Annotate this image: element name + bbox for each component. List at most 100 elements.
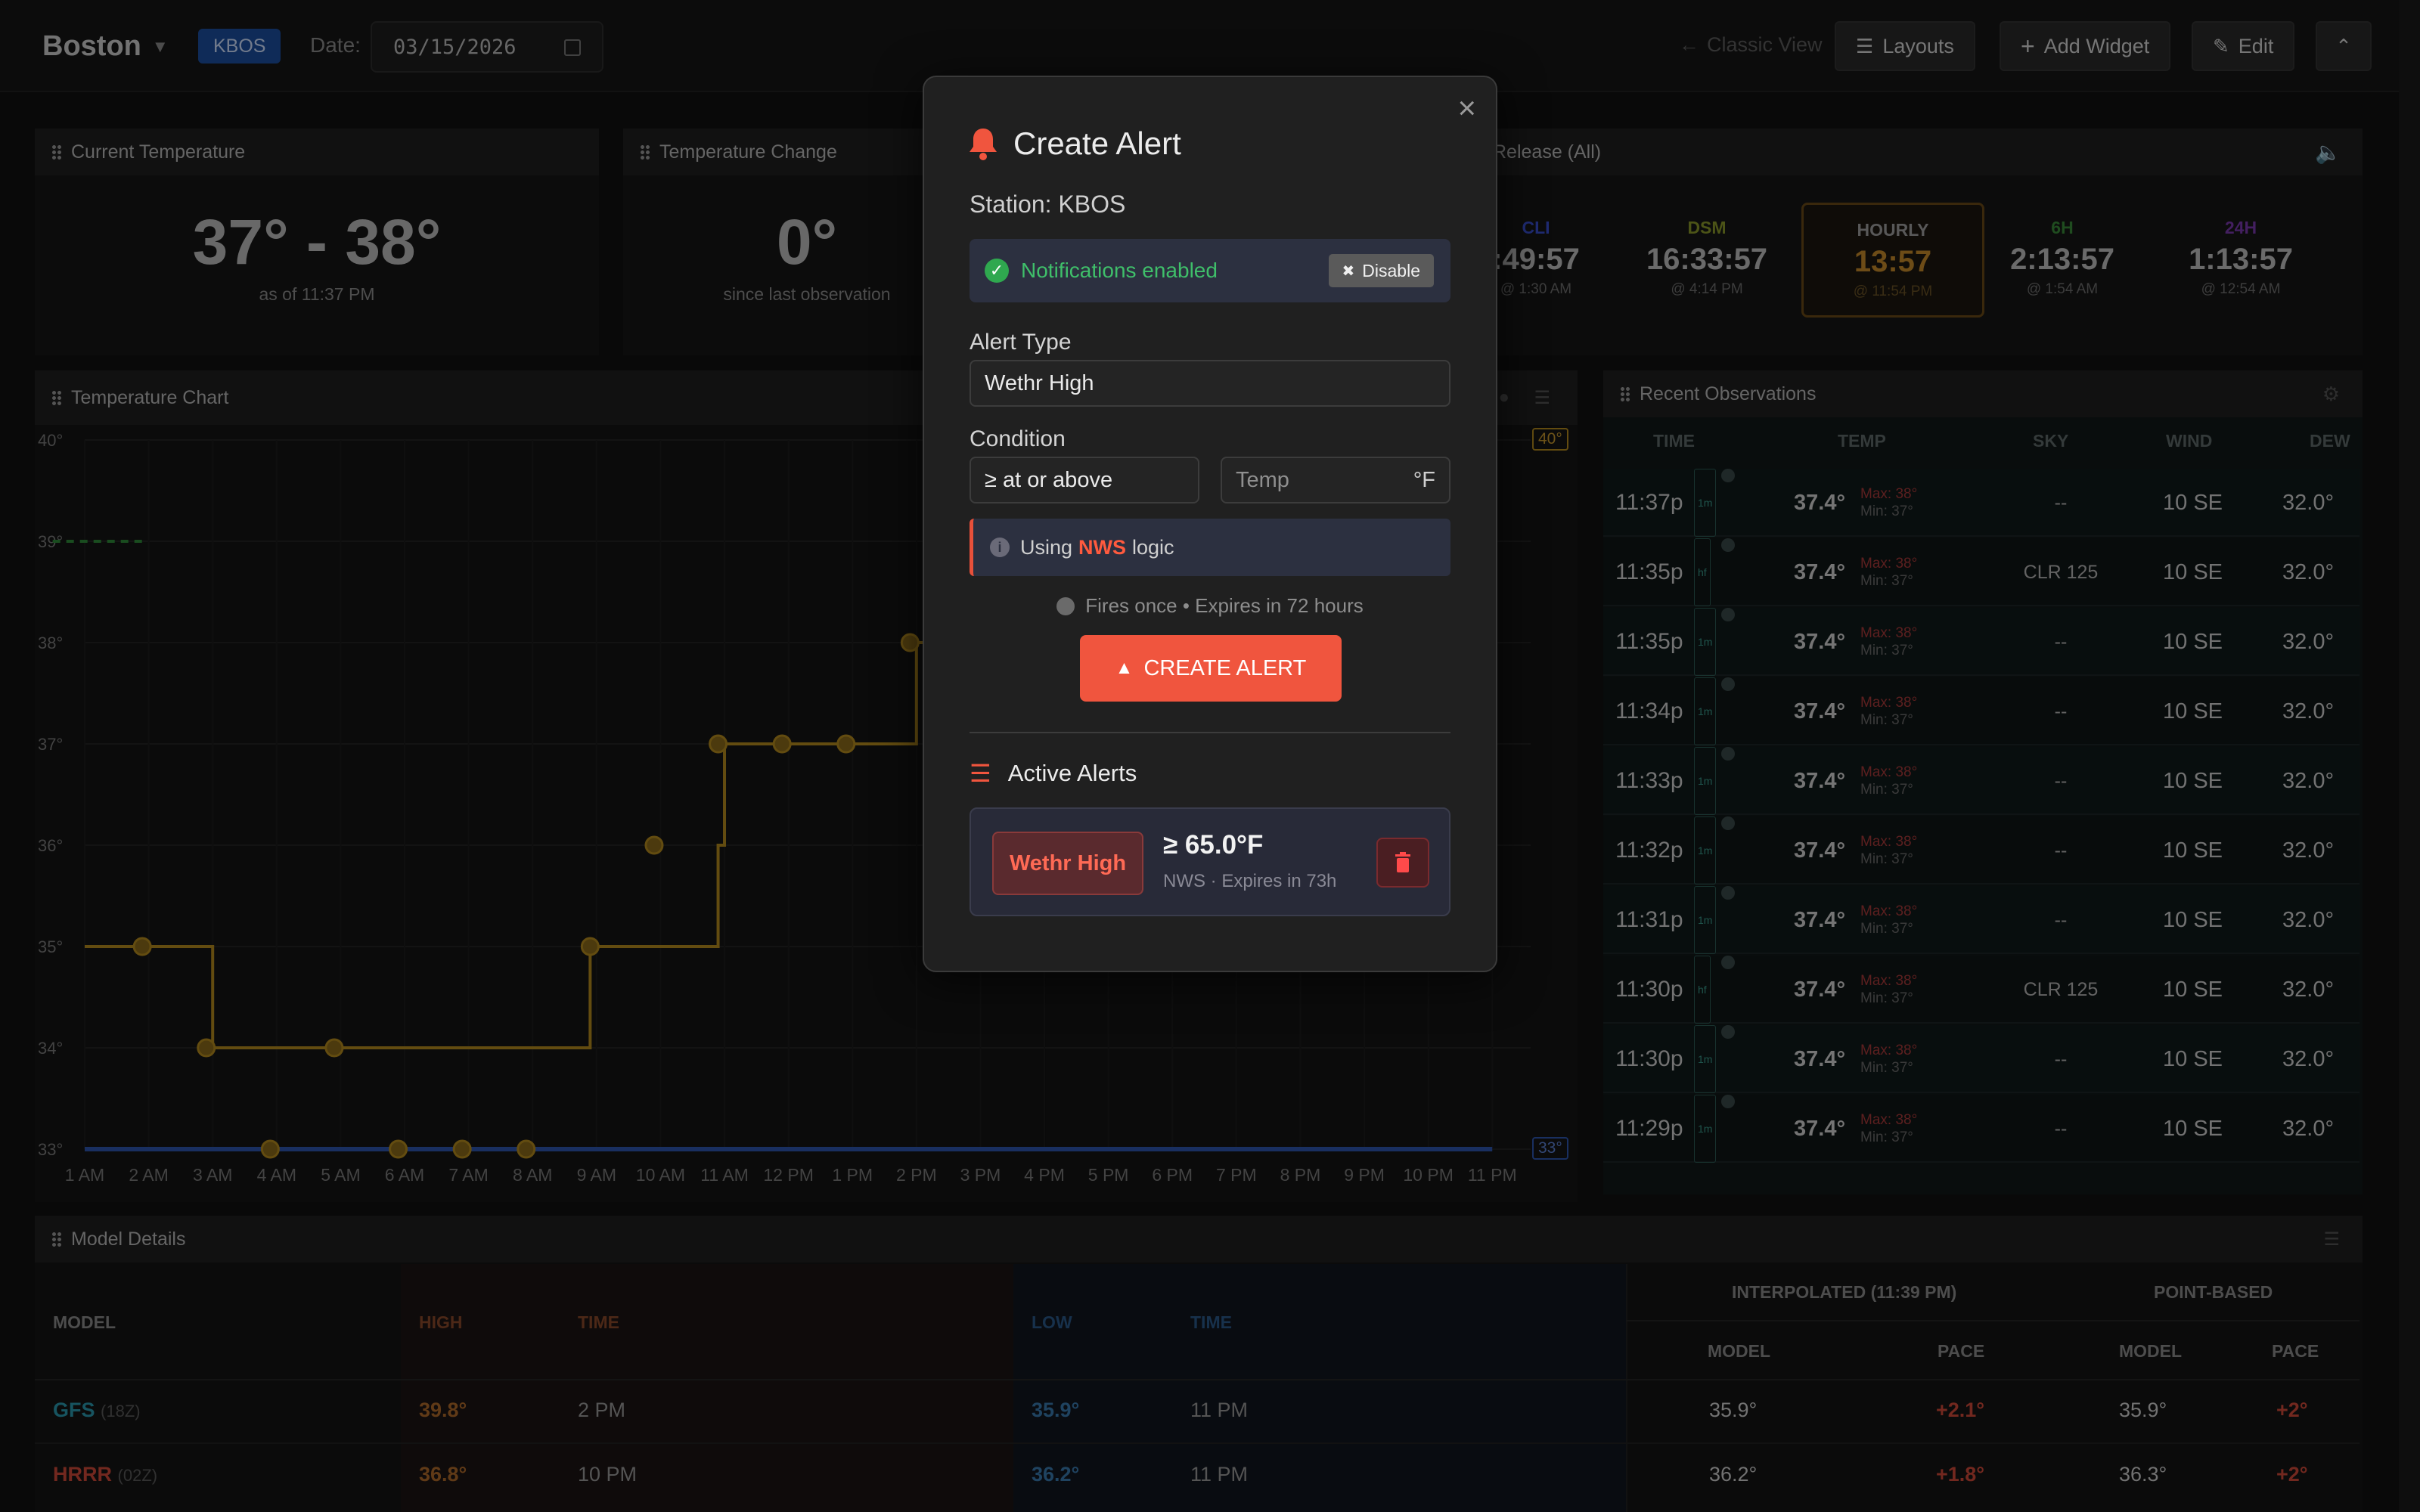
drag-handle-icon[interactable] — [51, 390, 62, 405]
col-temp[interactable]: TEMP — [1838, 431, 1886, 451]
obs-maxmin: Max: 38° Min: 37° — [1860, 747, 1917, 815]
obs-min: Min: 37° — [1860, 851, 1913, 867]
observation-row[interactable]: 11:30p 1m 37.4° Max: 38° Min: 37° -- 10 SE 32.0… — [1603, 1025, 2360, 1093]
observation-row[interactable]: 11:35p 1m 37.4° Max: 38° Min: 37° -- 10 SE 32.0… — [1603, 608, 2360, 676]
observation-row[interactable]: 11:29p 1m 37.4° Max: 38° Min: 37° -- 10 SE 32.0… — [1603, 1095, 2360, 1163]
col-dew[interactable]: DEW — [2310, 431, 2350, 451]
observation-row[interactable]: 11:31p 1m 37.4° Max: 38° Min: 37° -- 10 SE 32.0… — [1603, 886, 2360, 954]
obs-time: 11:33p — [1615, 768, 1683, 793]
create-alert-button[interactable]: ▲ CREATE ALERT — [1080, 635, 1342, 702]
col-wind[interactable]: WIND — [2166, 431, 2213, 451]
gear-icon[interactable]: ⚙ — [2322, 382, 2340, 405]
obs-sky: -- — [2054, 770, 2068, 792]
bell-icon — [970, 129, 997, 160]
calendar-icon — [564, 39, 581, 56]
obs-temp: 37.4° — [1794, 490, 1846, 515]
modal-divider — [970, 732, 1450, 733]
chart-badge-low: 33° — [1532, 1137, 1568, 1160]
obs-wind: 10 SE — [2163, 1116, 2223, 1141]
drag-handle-icon[interactable] — [51, 1232, 62, 1247]
data-point — [644, 835, 664, 855]
delete-alert-button[interactable] — [1376, 838, 1429, 888]
bell-icon[interactable]: ● — [1498, 387, 1510, 407]
col-time[interactable]: TIME — [1653, 431, 1695, 451]
low-value: 36.2° — [1032, 1463, 1080, 1486]
obs-min: Min: 37° — [1860, 782, 1913, 798]
observation-row[interactable]: 11:32p 1m 37.4° Max: 38° Min: 37° -- 10 SE 32.0… — [1603, 816, 2360, 885]
collapse-button[interactable]: ⌃ — [2316, 21, 2372, 71]
info-dot — [1721, 1025, 1735, 1039]
trash-icon — [1395, 852, 1410, 872]
col-sky[interactable]: SKY — [2033, 431, 2069, 451]
sound-icon[interactable]: 🔈 — [2315, 140, 2341, 164]
layers-icon[interactable]: ☰ — [1534, 387, 1550, 408]
release-item-cli: CLI :49:57 @ 1:30 AM — [1444, 203, 1627, 318]
drag-handle-icon[interactable] — [51, 144, 62, 160]
data-point — [260, 1139, 280, 1159]
drag-handle-icon[interactable] — [1620, 386, 1630, 401]
obs-maxmin: Max: 38° Min: 37° — [1860, 608, 1917, 676]
observation-row[interactable]: 11:33p 1m 37.4° Max: 38° Min: 37° -- 10 SE 32.0… — [1603, 747, 2360, 815]
release-item-24h: 24H 1:13:57 @ 12:54 AM — [2149, 203, 2332, 318]
high-column-bg — [401, 1264, 1013, 1512]
logic-suffix: logic — [1132, 535, 1174, 559]
x-tick-label: 1 PM — [832, 1165, 873, 1185]
obs-source-tag: 1m — [1694, 886, 1717, 954]
obs-maxmin: Max: 38° Min: 37° — [1860, 677, 1917, 745]
close-icon[interactable]: × — [1457, 90, 1476, 125]
model-name-label: HRRR — [53, 1463, 112, 1486]
logic-highlight: NWS — [1078, 535, 1127, 559]
disable-button[interactable]: ✖ Disable — [1328, 254, 1434, 287]
obs-sky: -- — [2054, 491, 2068, 513]
observations-header[interactable]: Recent Observations ⚙ — [1603, 370, 2363, 417]
layers-icon[interactable]: ☰ — [2323, 1228, 2340, 1250]
x-tick-label: 8 PM — [1280, 1165, 1321, 1185]
drag-handle-icon[interactable] — [640, 144, 650, 160]
temp-input[interactable]: Temp °F — [1221, 457, 1450, 503]
model-details-header[interactable]: Model Details ☰ — [35, 1216, 2363, 1263]
release-at: @ 11:54 PM — [1853, 284, 1933, 299]
edit-button[interactable]: ✎ Edit — [2192, 21, 2295, 71]
observation-row[interactable]: 11:34p 1m 37.4° Max: 38° Min: 37° -- 10 SE 32.0… — [1603, 677, 2360, 745]
model-row-divider — [35, 1442, 2360, 1444]
current-temp-value: 37° - 38° — [192, 206, 442, 277]
obs-time: 11:30p — [1615, 977, 1683, 1002]
create-alert-label: CREATE ALERT — [1143, 655, 1307, 680]
add-widget-button[interactable]: + Add Widget — [2000, 21, 2171, 71]
obs-maxmin: Max: 38° Min: 37° — [1860, 816, 1917, 885]
obs-min: Min: 37° — [1860, 712, 1913, 728]
classic-view-label: Classic View — [1707, 33, 1823, 56]
classic-view-link[interactable]: ← Classic View — [1679, 33, 1823, 57]
date-label: Date: — [310, 33, 361, 57]
date-input[interactable]: 03/15/2026 — [371, 21, 603, 73]
current-temp-header[interactable]: Current Temperature — [35, 129, 599, 175]
obs-time: 11:34p — [1615, 699, 1683, 723]
scrollbar[interactable] — [2399, 0, 2420, 1512]
observation-row[interactable]: 11:35p hf 37.4° Max: 38° Min: 37° CLR 125 10 S… — [1603, 538, 2360, 606]
x-tick-label: 5 AM — [321, 1165, 360, 1185]
obs-temp: 37.4° — [1794, 977, 1846, 1002]
x-tick-label: 1 AM — [65, 1165, 104, 1185]
obs-sky: CLR 125 — [2023, 561, 2099, 583]
point-pace-value: +2° — [2276, 1463, 2308, 1486]
high-value: 36.8° — [419, 1463, 467, 1486]
low-time: 11 PM — [1190, 1463, 1249, 1486]
observations-columns: TIME TEMP SKY WIND DEW — [1603, 417, 2360, 467]
chevron-down-icon: ▼ — [151, 36, 169, 56]
release-title: Release (All) — [1493, 141, 1602, 163]
high-value: 39.8° — [419, 1399, 467, 1421]
condition-select[interactable]: ≥ at or above — [970, 457, 1199, 503]
model-name: GFS (18Z) — [53, 1399, 141, 1422]
city-selector[interactable]: Boston ▼ — [42, 30, 169, 63]
obs-dew: 32.0° — [2282, 838, 2335, 863]
alert-type-select[interactable]: Wethr High — [970, 360, 1450, 407]
obs-time: 11:37p — [1615, 490, 1683, 515]
model-run: (02Z) — [117, 1466, 158, 1485]
x-tick-label: 6 AM — [385, 1165, 424, 1185]
obs-wind: 10 SE — [2163, 629, 2223, 654]
data-point — [324, 1038, 344, 1058]
observation-row[interactable]: 11:37p 1m 37.4° Max: 38° Min: 37° -- 10 SE 32.0… — [1603, 469, 2360, 537]
layouts-button[interactable]: ☰ Layouts — [1835, 21, 1975, 71]
obs-dew: 32.0° — [2282, 1046, 2335, 1071]
observation-row[interactable]: 11:30p hf 37.4° Max: 38° Min: 37° CLR 125 10 S… — [1603, 956, 2360, 1024]
